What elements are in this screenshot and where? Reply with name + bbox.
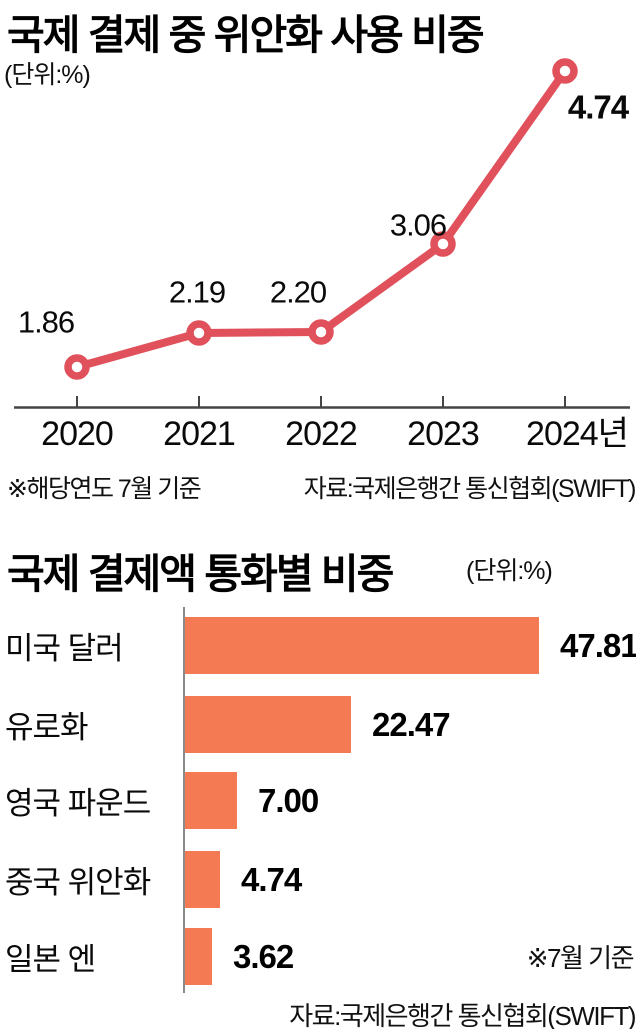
x-axis-label: 2021: [163, 415, 236, 453]
bar-chart-note: ※7월 기준: [526, 943, 635, 973]
bar-value-label: 22.47: [372, 705, 451, 743]
bar-chart-title: 국제 결제액 통화별 비중: [7, 551, 394, 597]
bar-유로화: [185, 696, 351, 753]
point-value-label: 2.20: [269, 274, 327, 310]
bar-category-label: 미국 달러: [5, 631, 124, 666]
bar-category-label: 일본 엔: [5, 942, 96, 977]
line-chart-footer: ※해당연도 7월 기준 자료:국제은행간 통신협회(SWIFT): [7, 469, 636, 505]
bar-일본 엔: [185, 928, 212, 985]
bar-중국 위안화: [185, 851, 220, 908]
data-point-marker-2022: [308, 319, 334, 345]
bar-value-label: 7.00: [258, 781, 319, 819]
data-point-marker-2023: [430, 231, 456, 257]
bar-category-label: 영국 파운드: [5, 786, 151, 821]
line-chart-unit-label: (단위:%): [4, 61, 91, 89]
data-point-marker-2024년: [552, 58, 578, 84]
line-chart-footnote: ※해당연도 7월 기준: [7, 475, 202, 503]
point-value-label: 4.74: [567, 88, 629, 126]
data-point-marker-2021: [186, 320, 212, 346]
bar-미국 달러: [185, 617, 539, 674]
bar-category-label: 유로화: [5, 710, 89, 745]
x-axis-label: 2020: [41, 415, 114, 453]
x-axis-label: 2023: [407, 415, 480, 453]
bar-value-label: 47.81: [560, 626, 636, 664]
line-chart-source: 자료:국제은행간 통신협회(SWIFT): [303, 475, 636, 503]
data-point-marker-2020: [64, 354, 90, 380]
bar-영국 파운드: [185, 772, 237, 829]
line-chart-title: 국제 결제 중 위안화 사용 비중: [7, 12, 485, 58]
bar-value-label: 4.74: [241, 860, 302, 898]
x-axis-label: 2022: [285, 415, 358, 453]
bar-value-label: 3.62: [233, 937, 294, 975]
x-axis-label: 2024년: [526, 415, 629, 453]
point-value-label: 2.19: [168, 274, 226, 310]
point-value-label: 3.06: [389, 207, 447, 243]
bar-chart-baseline-axis: [183, 607, 185, 993]
point-value-label: 1.86: [17, 304, 75, 340]
bar-chart-unit-label: (단위:%): [466, 557, 553, 585]
bar-chart-source: 자료:국제은행간 통신협회(SWIFT): [289, 1001, 636, 1029]
line-chart-plot: [14, 58, 630, 409]
bar-category-label: 중국 위안화: [5, 865, 151, 900]
